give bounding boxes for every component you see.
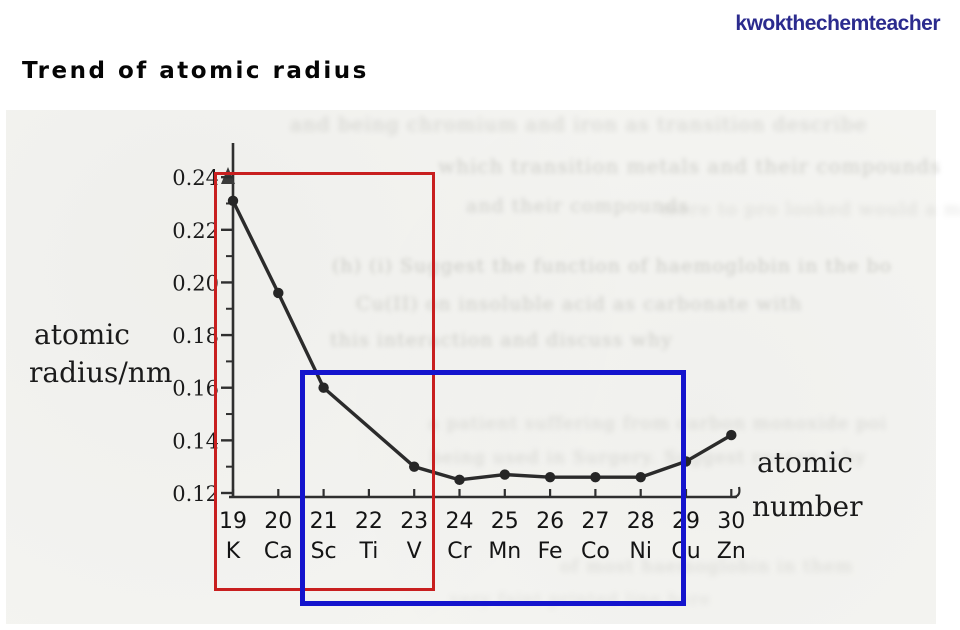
- blue-highlight-box: [300, 370, 686, 606]
- scanned-page-region: [6, 110, 936, 624]
- x-tick-symbol: Ca: [264, 539, 293, 564]
- x-tick-symbol: V: [407, 539, 422, 564]
- data-point-Mn: [499, 469, 510, 480]
- y-tick-label: 0.16: [172, 377, 219, 401]
- x-tick-number: 25: [491, 509, 519, 534]
- x-tick-number: 26: [536, 509, 564, 534]
- x-tick-number: 19: [219, 509, 247, 534]
- x-tick-symbol: Ti: [358, 539, 378, 564]
- x-axis-title-line1: atomic: [757, 446, 853, 479]
- x-tick-number: 21: [310, 509, 338, 534]
- x-tick-number: 28: [627, 509, 655, 534]
- x-tick-number: 20: [264, 509, 292, 534]
- data-point-Fe: [544, 472, 556, 483]
- red-highlight-box: [214, 172, 435, 591]
- data-point-Sc: [318, 382, 329, 393]
- y-axis-ticks: 0.12 0.14 0.16 0.18 0.20 0.22 0.24: [172, 166, 233, 506]
- x-tick-symbol: K: [226, 539, 241, 564]
- y-tick-label: 0.22: [172, 219, 219, 243]
- y-tick-label: 0.14: [172, 429, 219, 453]
- watermark-text: kwokthechemteacher: [735, 12, 940, 35]
- x-tick-number: 30: [717, 509, 745, 534]
- x-tick-number: 27: [581, 509, 609, 534]
- x-tick-symbol: Fe: [538, 539, 563, 564]
- data-point-K: [227, 195, 239, 207]
- data-point-Ni: [635, 472, 646, 483]
- x-tick-number: 29: [672, 509, 700, 534]
- x-axis-title-line2: number: [752, 490, 863, 523]
- y-axis-arrowhead: [221, 167, 235, 184]
- data-point-Ca: [273, 287, 284, 299]
- y-axis-title-line1: atomic: [34, 318, 130, 351]
- y-tick-label: 0.12: [172, 482, 219, 506]
- data-point-Zn: [726, 429, 737, 441]
- data-point-V: [409, 461, 420, 472]
- y-axis-title-line2: radius/nm: [29, 356, 172, 389]
- page-title: Trend of atomic radius: [22, 58, 369, 84]
- x-tick-symbol: Cu: [671, 539, 700, 564]
- y-tick-label: 0.24: [172, 166, 219, 190]
- x-axis-ticks: 19 K 20 Ca 21 Sc 22 Ti 23 V 24 Cr 25 Mn 26 Fe 27 Co 28 Ni 29…: [219, 489, 746, 564]
- x-tick-symbol: Sc: [311, 539, 337, 564]
- data-point-Cr: [454, 474, 465, 486]
- x-tick-number: 23: [400, 509, 428, 534]
- y-tick-label: 0.18: [172, 324, 219, 348]
- y-tick-label: 0.20: [172, 271, 219, 295]
- x-tick-symbol: Zn: [717, 539, 746, 564]
- x-tick-number: 22: [355, 509, 383, 534]
- x-tick-number: 24: [446, 509, 474, 534]
- x-tick-symbol: Ni: [629, 539, 652, 564]
- axis-titles: atomic radius/nm atomic number: [29, 318, 863, 523]
- x-tick-symbol: Mn: [488, 539, 521, 564]
- x-tick-symbol: Cr: [447, 539, 472, 564]
- data-point-Co: [590, 472, 601, 483]
- x-tick-symbol: Co: [581, 539, 610, 564]
